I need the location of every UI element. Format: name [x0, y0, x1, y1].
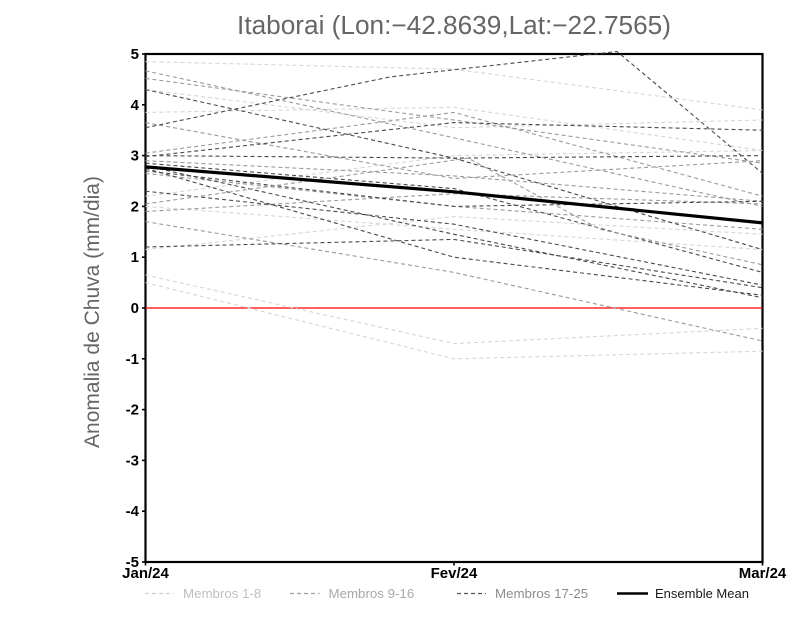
svg-text:Membros 1-8: Membros 1-8 — [183, 586, 261, 601]
svg-text:Membros 17-25: Membros 17-25 — [495, 586, 588, 601]
svg-text:Anomalia de Chuva (mm/dia): Anomalia de Chuva (mm/dia) — [81, 176, 104, 448]
svg-text:-3: -3 — [126, 452, 139, 469]
svg-text:-2: -2 — [126, 402, 139, 419]
svg-text:Mar/24: Mar/24 — [739, 565, 787, 582]
svg-text:-4: -4 — [126, 503, 140, 520]
svg-text:Ensemble Mean: Ensemble Mean — [655, 586, 749, 601]
svg-text:1: 1 — [131, 249, 139, 266]
svg-text:Itaborai (Lon:−42.8639,Lat:−22: Itaborai (Lon:−42.8639,Lat:−22.7565) — [237, 10, 671, 40]
svg-text:3: 3 — [131, 148, 139, 165]
svg-text:Fev/24: Fev/24 — [431, 565, 478, 582]
svg-text:Membros 9-16: Membros 9-16 — [329, 586, 415, 601]
svg-text:Jan/24: Jan/24 — [122, 565, 169, 582]
svg-text:-1: -1 — [126, 351, 139, 368]
svg-text:2: 2 — [131, 198, 139, 215]
svg-text:0: 0 — [131, 300, 139, 317]
svg-text:4: 4 — [131, 97, 140, 114]
svg-text:5: 5 — [131, 46, 139, 63]
